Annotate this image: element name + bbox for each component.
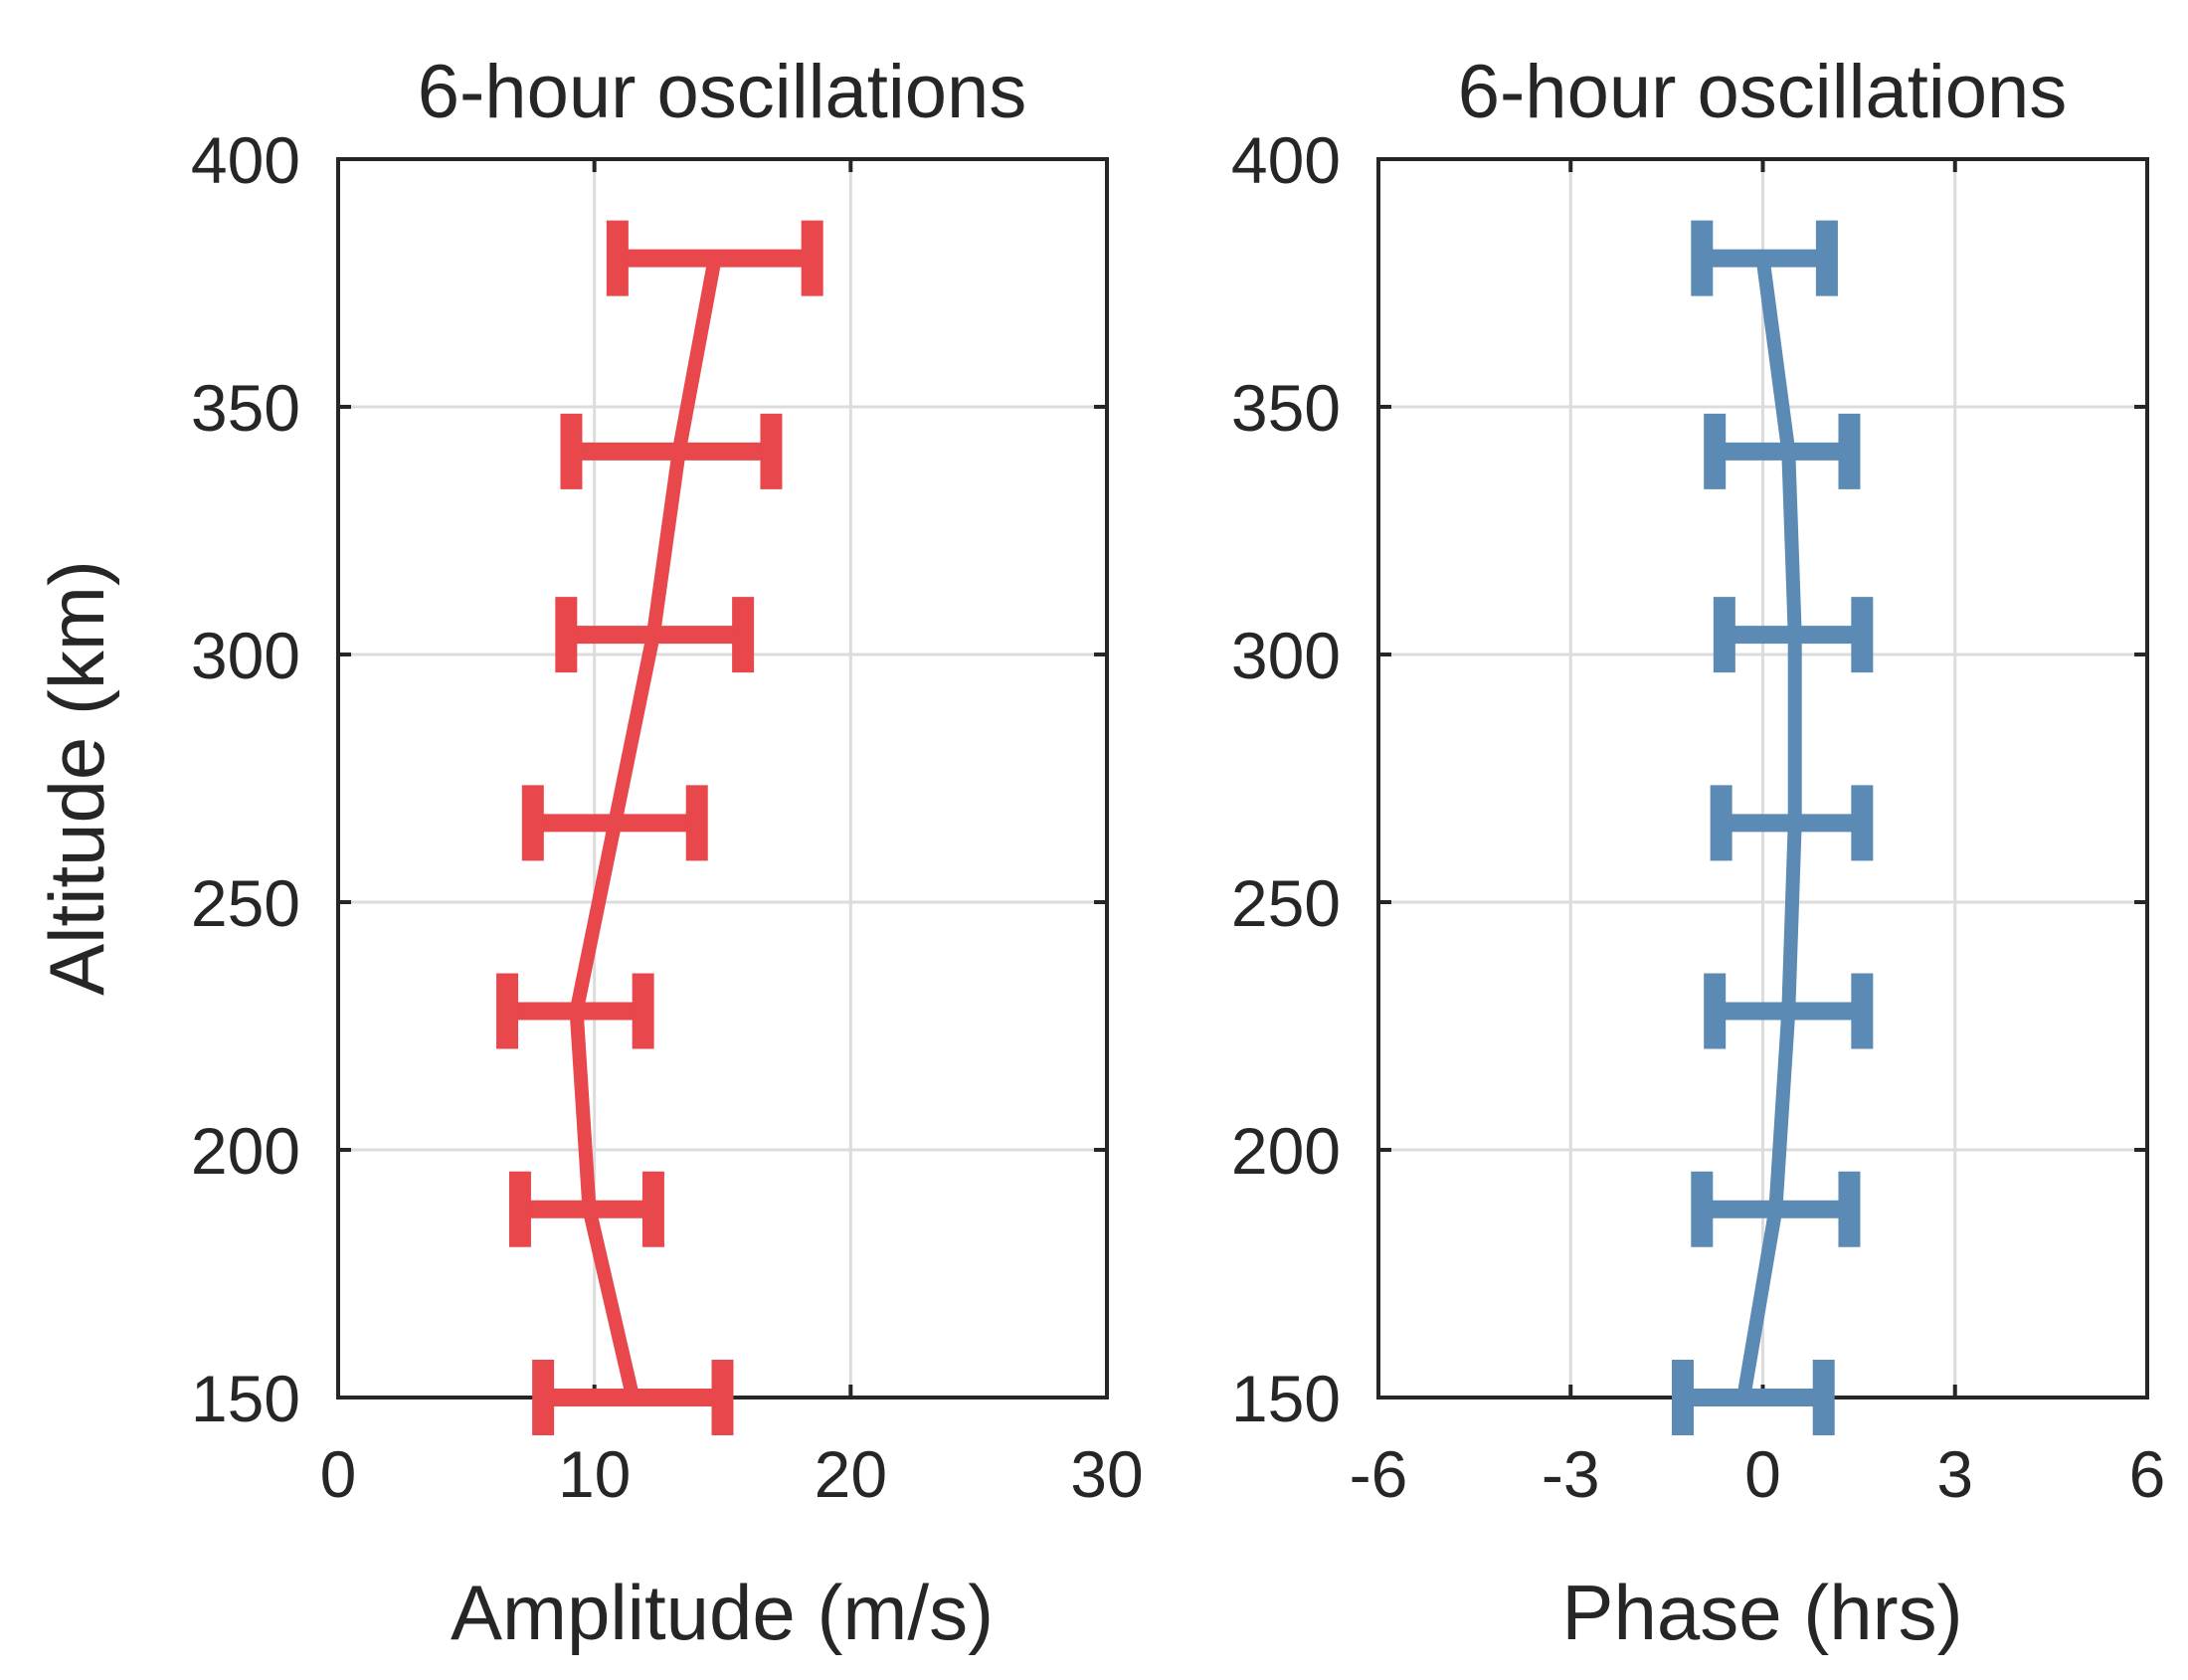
- amplitude-grid: [338, 159, 1107, 1398]
- phase-y-tick-label: 200: [1231, 1114, 1341, 1188]
- phase-y-tick-label: 350: [1231, 371, 1341, 445]
- phase-x-tick-label: -3: [1542, 1437, 1600, 1511]
- amplitude-x-tick-label: 20: [815, 1437, 887, 1511]
- phase-y-tick-label: 300: [1231, 619, 1341, 692]
- amplitude-x-axis-label: Amplitude (m/s): [451, 1569, 994, 1656]
- phase-grid: [1378, 159, 2147, 1398]
- phase-x-axis-label: Phase (hrs): [1561, 1569, 1962, 1656]
- amplitude-axes-box: [336, 157, 1109, 1400]
- phase-y-tick-label: 150: [1231, 1362, 1341, 1435]
- amplitude-panel-title: 6-hour oscillations: [418, 50, 1027, 134]
- phase-y-tick-label: 400: [1231, 123, 1341, 197]
- phase-panel-title: 6-hour oscillations: [1458, 50, 2068, 134]
- phase-y-tick-label: 250: [1231, 866, 1341, 940]
- amplitude-x-tick-label: 30: [1070, 1437, 1143, 1511]
- y-axis-label: Altitude (km): [33, 560, 120, 996]
- amplitude-y-tick-label: 200: [191, 1114, 300, 1188]
- phase-x-tick-label: 3: [1936, 1437, 1973, 1511]
- amplitude-panel: 0 10 20 30 150 200 250 300 350 400 6-hour oscilla…: [33, 50, 1144, 1656]
- amplitude-series: [496, 220, 823, 1435]
- amplitude-ticks: 0 10 20 30 150 200 250 300 350 400: [191, 123, 1144, 1511]
- amplitude-y-tick-label: 350: [191, 371, 300, 445]
- amplitude-y-tick-label: 400: [191, 123, 300, 197]
- phase-series: [1671, 220, 1874, 1435]
- phase-x-tick-label: 6: [2129, 1437, 2166, 1511]
- phase-ticks: -6 -3 0 3 6 150 200 250 300 350 400: [1231, 123, 2165, 1511]
- phase-x-tick-label: 0: [1744, 1437, 1781, 1511]
- amplitude-x-tick-label: 0: [320, 1437, 357, 1511]
- amplitude-y-tick-label: 150: [191, 1362, 300, 1435]
- amplitude-y-tick-label: 300: [191, 619, 300, 692]
- phase-panel: -6 -3 0 3 6 150 200 250 300 350 400 6-hour oscilla…: [1231, 50, 2165, 1656]
- amplitude-y-tick-label: 250: [191, 866, 300, 940]
- amplitude-x-tick-label: 10: [558, 1437, 631, 1511]
- phase-x-tick-label: -6: [1350, 1437, 1408, 1511]
